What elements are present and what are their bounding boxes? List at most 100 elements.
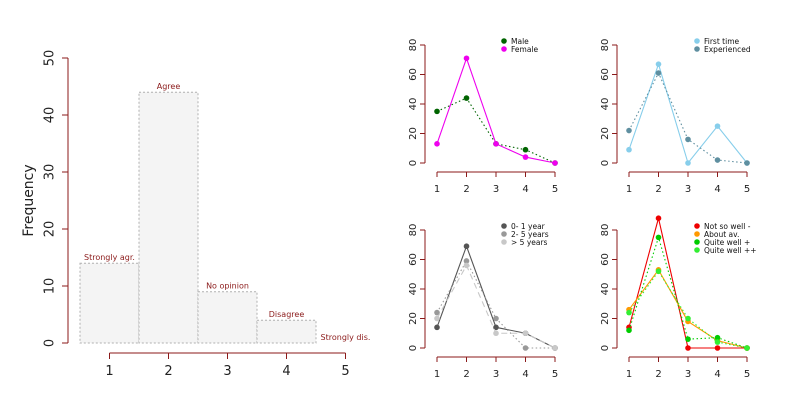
x-tick-label: 4: [282, 364, 290, 379]
data-point: [714, 339, 721, 345]
y-tick-label: 50: [43, 50, 58, 67]
x-tick-label: 2: [655, 369, 661, 380]
x-tick-label: 4: [714, 369, 720, 380]
y-tick-label: 60: [408, 68, 419, 81]
legend-marker: [694, 223, 700, 229]
data-point: [655, 234, 662, 241]
data-point: [714, 334, 721, 341]
y-tick-label: 30: [43, 164, 58, 181]
x-tick-label: 4: [714, 184, 720, 195]
legend-marker: [694, 46, 700, 52]
y-tick-label: 20: [600, 312, 611, 325]
y-tick-label: 40: [43, 107, 58, 124]
legend-label: First time: [704, 37, 739, 46]
legend-label: 0- 1 year: [511, 222, 546, 231]
legend-marker: [501, 38, 507, 44]
data-point: [626, 309, 632, 316]
legend-marker: [501, 46, 507, 52]
legend-marker: [501, 231, 507, 237]
y-tick-label: 40: [408, 98, 419, 111]
y-tick-label: 0: [600, 345, 611, 351]
bar-label: Agree: [157, 82, 181, 91]
y-tick-label: 60: [600, 68, 611, 81]
bar-label: No opinion: [206, 282, 249, 291]
series-line: [436, 56, 556, 164]
data-point: [434, 309, 440, 316]
series-line: [628, 268, 748, 349]
data-point: [463, 55, 470, 62]
x-tick-label: 5: [341, 364, 349, 379]
data-point: [463, 95, 470, 101]
bar-label: Disagree: [269, 310, 305, 319]
y-tick-label: 20: [43, 221, 58, 238]
y-tick-label: 0: [408, 345, 419, 351]
legend-marker: [694, 38, 700, 44]
y-tick-label: 0: [43, 339, 58, 347]
y-tick-label: 80: [600, 39, 611, 52]
data-point: [655, 70, 662, 76]
x-tick-label: 3: [685, 369, 691, 380]
y-tick-label: 20: [408, 312, 419, 325]
bar: [256, 319, 317, 344]
y-tick-label: 60: [600, 253, 611, 266]
data-point: [463, 258, 470, 264]
x-tick-label: 1: [434, 369, 440, 380]
x-tick-label: 1: [434, 184, 440, 195]
data-point: [685, 345, 691, 351]
data-point: [434, 108, 440, 115]
bar: [197, 291, 258, 344]
data-point: [552, 345, 558, 351]
x-tick-label: 3: [493, 184, 499, 195]
data-point: [552, 160, 558, 166]
data-point: [463, 243, 470, 250]
series-line: [628, 71, 748, 164]
data-point: [434, 141, 440, 147]
data-point: [685, 160, 691, 166]
data-point: [685, 315, 691, 322]
y-tick-label: 80: [600, 224, 611, 237]
x-tick-label: 3: [223, 364, 231, 379]
y-tick-label: 20: [600, 127, 611, 140]
data-point: [493, 141, 499, 147]
y-tick-label: 0: [600, 160, 611, 166]
y-tick-label: 10: [43, 278, 58, 295]
data-point: [463, 262, 470, 269]
y-tick-label: 0: [408, 160, 419, 166]
x-tick-label: 2: [164, 364, 172, 379]
legend-label: 2- 5 years: [511, 230, 549, 239]
y-tick-label: 20: [408, 127, 419, 140]
data-point: [744, 345, 750, 351]
legend-marker: [694, 247, 700, 253]
x-tick-label: 3: [493, 369, 499, 380]
y-tick-label: 40: [600, 283, 611, 296]
data-point: [434, 324, 440, 331]
x-tick-label: 4: [522, 369, 528, 380]
x-tick-label: 4: [522, 184, 528, 195]
legend-label: Experienced: [704, 45, 751, 54]
x-tick-label: 3: [685, 184, 691, 195]
legend-marker: [501, 223, 507, 229]
bar: [138, 91, 199, 344]
legend-marker: [501, 239, 507, 245]
x-tick-label: 2: [655, 184, 661, 195]
x-tick-label: 2: [463, 184, 469, 195]
series-line: [436, 97, 556, 164]
legend-label: Quite well +: [704, 238, 750, 247]
x-tick-label: 1: [626, 184, 632, 195]
bar-label: Strongly agr.: [84, 253, 135, 262]
legend-marker: [694, 239, 700, 245]
x-tick-label: 2: [463, 369, 469, 380]
data-point: [522, 345, 529, 351]
x-tick-label: 5: [552, 184, 558, 195]
bar-chart-panel: 0 10 20 30 40 50 Frequency 1 2 3 4 5 Strongly agr. Ag…: [21, 50, 370, 379]
data-point: [655, 268, 662, 275]
data-point: [493, 330, 499, 337]
legend-label: Male: [511, 37, 529, 46]
data-point: [626, 127, 632, 134]
data-point: [714, 157, 721, 163]
bar: [79, 262, 140, 344]
